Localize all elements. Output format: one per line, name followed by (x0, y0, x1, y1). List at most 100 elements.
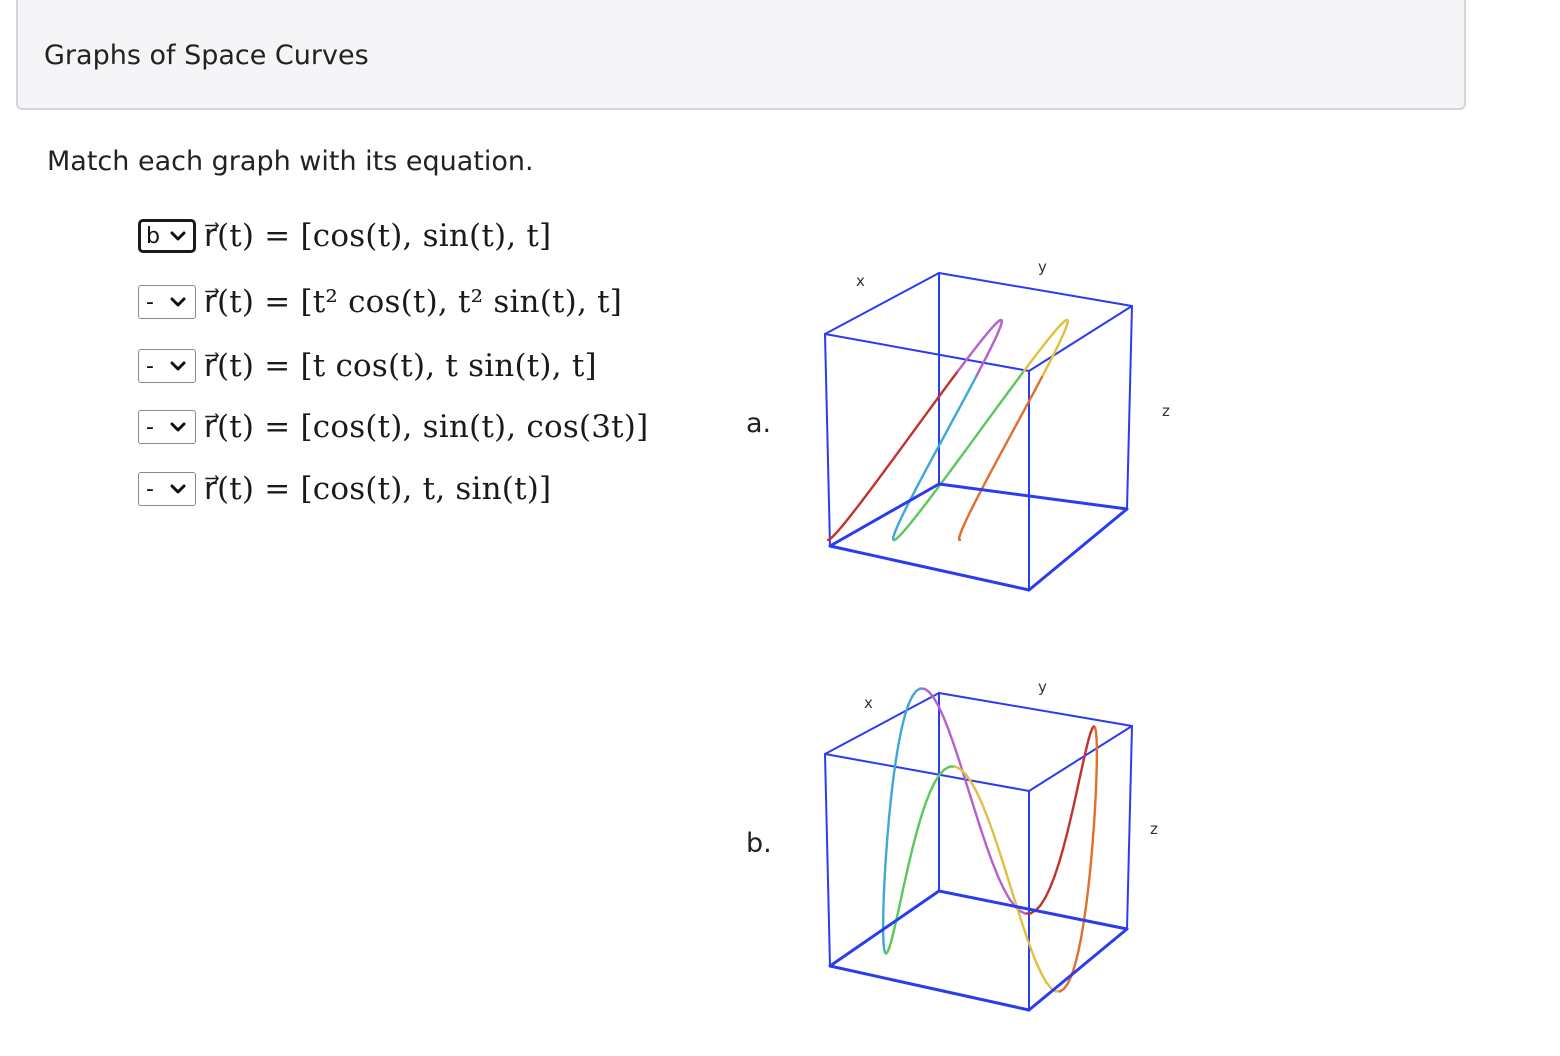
helix-segment (938, 388, 946, 398)
match-select-value: - (146, 353, 154, 379)
helix-segment (961, 394, 968, 404)
helix-segment (1001, 442, 1008, 452)
space-curve-segment (969, 780, 978, 793)
helix-segment (874, 475, 882, 485)
instructions-text: Match each graph with its equation. (47, 146, 534, 177)
helix-segment (1004, 435, 1011, 445)
match-select-5[interactable]: - (138, 472, 196, 506)
graph-b: x y z (800, 670, 1180, 1030)
space-curve-segment (1030, 948, 1038, 965)
match-select-2[interactable]: - (138, 285, 196, 319)
chevron-down-icon (170, 361, 186, 371)
equation-row-4: - r⃗(t) = [cos(t), sin(t), cos(3t)] (138, 403, 648, 451)
axis-label-z: z (1150, 820, 1158, 838)
helix-segment (944, 469, 952, 479)
match-select-4[interactable]: - (138, 410, 196, 444)
page-header: Graphs of Space Curves (16, 0, 1466, 110)
axis-label-z: z (1162, 402, 1170, 420)
helix-segment (1023, 401, 1030, 411)
space-curve-segment (1080, 918, 1086, 938)
match-select-3[interactable]: - (138, 349, 196, 383)
space-curve-segment (887, 796, 893, 819)
box-edge (824, 333, 831, 547)
space-curve-segment (892, 759, 898, 780)
box-edge (824, 753, 831, 967)
chevron-down-icon (170, 484, 186, 494)
space-curve-segment (1091, 822, 1096, 845)
space-curve-segment (1040, 972, 1048, 984)
space-curve-segment (979, 828, 988, 848)
space-curve-segment (1057, 847, 1065, 864)
helix-segment (989, 408, 997, 418)
helix-segment (933, 394, 941, 404)
space-curve-segment (991, 860, 1000, 878)
box-edge (828, 964, 1031, 1012)
helix-segment (993, 456, 1000, 466)
space-curve-segment (1024, 934, 1033, 952)
box-edge (824, 333, 1030, 372)
space-curve-segment (882, 873, 887, 894)
helix-segment (898, 442, 906, 452)
space-curve-segment (928, 781, 936, 794)
space-curve-segment (980, 802, 989, 820)
axis-label-x: x (864, 694, 873, 712)
match-select-value: b (146, 223, 160, 249)
space-curve-segment (997, 848, 1006, 869)
space-curve-segment (1076, 771, 1083, 789)
space-curve-segment (911, 830, 919, 849)
graph-a-label: a. (746, 408, 772, 439)
box-edge (937, 482, 1129, 511)
space-curve-segment (1085, 738, 1090, 751)
match-select-1[interactable]: b (138, 219, 196, 253)
box-edge (1028, 305, 1133, 372)
space-curve-segment (897, 727, 903, 745)
space-curve-segment (1053, 861, 1061, 878)
box-edge (937, 889, 1129, 931)
match-select-value: - (146, 289, 154, 315)
helix-segment (928, 401, 936, 411)
helix-segment (952, 369, 960, 379)
space-curve-segment (1003, 866, 1012, 887)
space-curve-segment (1019, 918, 1028, 937)
space-curve-segment (964, 772, 973, 783)
helix-segment (984, 415, 992, 425)
helix-segment (918, 415, 926, 425)
helix-curve (826, 318, 1069, 542)
space-curve-segment (884, 835, 889, 858)
helix-segment (913, 421, 921, 432)
helix-segment (974, 428, 982, 439)
space-curve-segment (903, 703, 910, 717)
space-curve-segment (1092, 803, 1097, 825)
box-front-edges (828, 482, 1129, 592)
box-edge (938, 272, 1133, 307)
space-curve-segment (907, 695, 914, 706)
space-curve-segment (927, 690, 935, 699)
space-curve-segment (915, 816, 923, 833)
box-edge (824, 272, 940, 335)
space-curve-segment (895, 906, 901, 922)
space-curve-segment (1089, 841, 1094, 864)
helix-segment (1008, 428, 1015, 439)
space-curve-segment (882, 891, 886, 910)
space-curve-segment (901, 876, 907, 895)
graph-a: x y z (800, 250, 1180, 610)
helix-segment (950, 415, 957, 425)
helix-segment (931, 449, 938, 459)
space-curve-segment (985, 845, 994, 864)
helix-segment (1004, 388, 1012, 398)
helix-segment (1030, 388, 1037, 398)
box-edge (828, 889, 941, 968)
box-edge (824, 753, 1030, 792)
helix-segment (949, 462, 957, 472)
space-curve-segment (1002, 887, 1011, 900)
helix-segment (924, 462, 931, 472)
space-curve-segment (1082, 747, 1088, 762)
space-curve-segment (937, 704, 945, 719)
space-curve-segment (1082, 900, 1088, 921)
space-curve-segment (1085, 880, 1091, 903)
helix-segment (953, 408, 960, 418)
helix-segment (964, 388, 971, 398)
space-curve-segment (975, 790, 984, 806)
axis-label-y: y (1038, 678, 1047, 696)
space-curve-segment (1045, 981, 1053, 990)
